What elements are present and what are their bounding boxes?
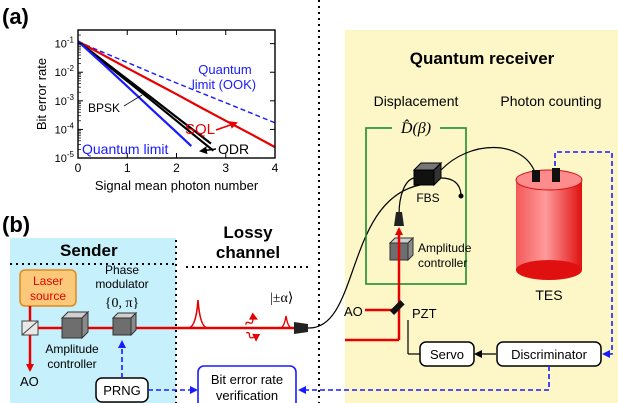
phase-values: {0, π} — [105, 296, 140, 311]
annotation-sql-arrow — [215, 121, 238, 131]
displacement-operator: D̂(β) — [400, 118, 431, 137]
series-line-0 — [78, 40, 275, 124]
tes-icon — [515, 168, 583, 280]
series-line-1 — [78, 40, 275, 149]
fbs-icon — [412, 161, 443, 187]
ber-verification-label-2: verification — [216, 388, 278, 403]
panel-b-label: (b) — [2, 212, 30, 237]
y-tick-label-3: 10-4 — [55, 121, 75, 136]
ao-left-label: AO — [20, 374, 39, 389]
discriminator-label: Discriminator — [511, 347, 588, 362]
fiber-fbs-to-tes — [440, 146, 535, 171]
channel-title-2: channel — [216, 243, 280, 262]
annotation-odr-arrow — [199, 146, 217, 155]
fiber-sender-to-receiver — [307, 184, 421, 329]
annotation-bpsk: BPSK — [88, 101, 120, 115]
fiber-dump-end — [458, 193, 464, 199]
amplitude-controller-cube-icon — [60, 310, 90, 340]
ber-verification-box — [197, 365, 297, 403]
x-tick-label-0: 0 — [75, 161, 82, 175]
amplitude-controller-label-1: Amplitude — [45, 342, 99, 356]
annotation-odr: ODR — [218, 141, 249, 157]
servo-label: Servo — [430, 347, 464, 362]
pulse-icon-small — [279, 315, 293, 329]
fiber-coupler-icon — [294, 322, 308, 334]
ber-chart: 0 1 2 3 4 10-1 10-2 10-3 10-4 10-5 Signal mean pho… — [34, 29, 279, 193]
sender-title: Sender — [60, 241, 118, 260]
pzt-label: PZT — [412, 306, 437, 321]
collimator-icon — [394, 212, 404, 226]
laser-source-label-1: Laser — [33, 274, 63, 288]
x-tick-label-4: 4 — [272, 161, 279, 175]
fiber-fbs-dump — [440, 177, 462, 195]
receiver-amplitude-cube-icon — [388, 236, 415, 262]
x-tick-label-3: 3 — [222, 161, 229, 175]
fbs-label: FBS — [416, 191, 439, 205]
series-line-3 — [78, 40, 215, 152]
phase-modulator-cube-icon — [111, 311, 138, 337]
phase-modulator-label-2: modulator — [95, 277, 148, 291]
y-axis-label: Bit error rate — [34, 58, 49, 130]
tes-to-discriminator — [554, 151, 613, 358]
tes-label: TES — [535, 287, 562, 303]
receiver-title: Quantum receiver — [410, 49, 555, 68]
annotation-quantum-ook-2: limit (OOK) — [192, 77, 256, 92]
annotation-quantum-ook-1: Quantum — [198, 62, 251, 77]
laser-source-box — [19, 269, 77, 307]
pzt-mirror-icon — [389, 300, 405, 315]
y-tick-label-4: 10-5 — [55, 150, 75, 165]
y-tick-label-2: 10-3 — [55, 93, 75, 108]
beam-splitter-icon — [21, 320, 39, 336]
x-tick-label-1: 1 — [124, 161, 131, 175]
x-axis-label: Signal mean photon number — [95, 178, 259, 193]
panel-a-label: (a) — [2, 4, 29, 29]
y-tick-label-1: 10-2 — [55, 64, 75, 79]
ao-right-label: AO — [344, 304, 363, 319]
annotation-quantum-limit: Quantum limit — [82, 141, 168, 157]
pulse-icon — [187, 299, 209, 329]
y-tick-label-0: 10-1 — [55, 36, 75, 51]
fiber-lo-to-fbs — [398, 177, 415, 216]
amplitude-controller-label-2: controller — [47, 357, 96, 371]
annotation-bpsk-leader — [123, 94, 143, 107]
prng-label: PRNG — [103, 383, 141, 398]
series-line-4 — [78, 40, 193, 147]
loss-photon-icon — [245, 312, 261, 342]
receiver-amplitude-label-1: Amplitude — [418, 241, 472, 255]
phase-modulator-label-1: Phase — [105, 263, 139, 277]
laser-source-label-2: source — [30, 289, 66, 303]
x-tick-label-2: 2 — [173, 161, 180, 175]
state-label: |±α⟩ — [270, 291, 293, 306]
displacement-operator-bg — [392, 116, 440, 138]
channel-title-1: Lossy — [223, 223, 273, 242]
photon-counting-label: Photon counting — [500, 93, 601, 109]
ber-verification-label-1: Bit error rate — [211, 372, 283, 387]
receiver-amplitude-label-2: controller — [418, 256, 467, 270]
displacement-label: Displacement — [374, 93, 459, 109]
annotation-sql: SQL — [185, 121, 215, 138]
